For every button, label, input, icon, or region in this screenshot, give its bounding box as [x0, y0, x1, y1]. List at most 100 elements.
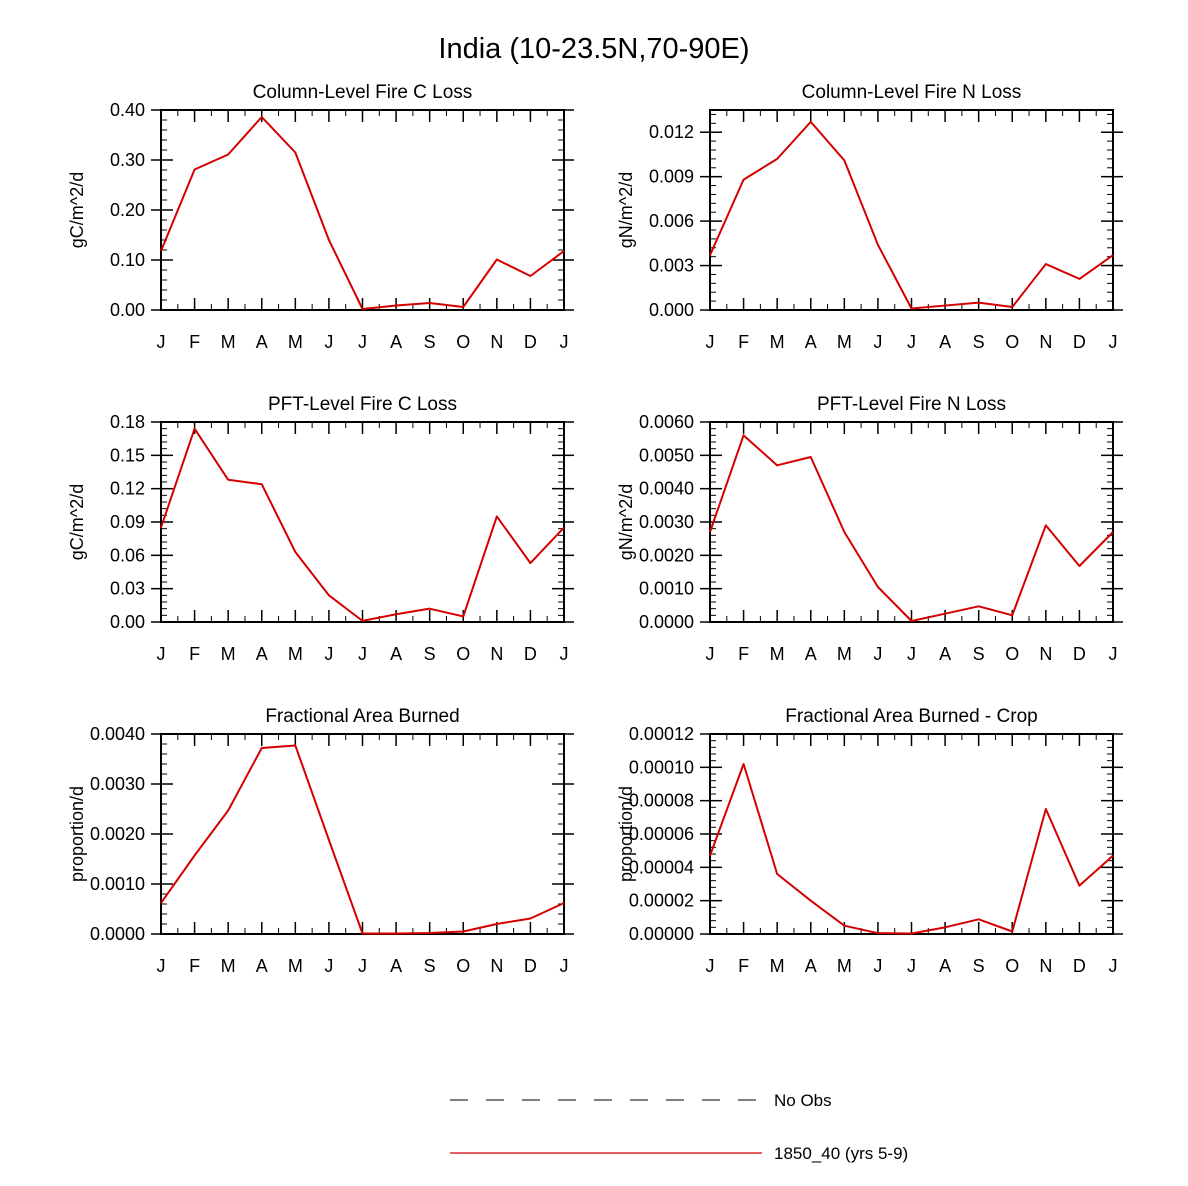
x-tick-label: M [837, 644, 852, 664]
x-tick-label: J [358, 644, 367, 664]
x-tick-label: O [456, 644, 470, 664]
y-tick-label: 0.0000 [639, 612, 694, 632]
x-tick-label: D [524, 332, 537, 352]
panel-title: Fractional Area Burned [265, 706, 459, 727]
x-tick-label: F [738, 332, 749, 352]
series-line [160, 116, 565, 310]
series-line [160, 744, 565, 935]
x-tick-label: A [805, 644, 817, 664]
x-tick-label: J [157, 956, 166, 976]
x-tick-label: J [560, 956, 569, 976]
x-tick-label: D [1073, 956, 1086, 976]
plot-frame [160, 109, 565, 311]
y-tick-label: 0.000 [649, 300, 694, 320]
x-tick-label: A [256, 644, 268, 664]
x-tick-label: J [907, 644, 916, 664]
x-tick-label: A [390, 644, 402, 664]
x-tick-label: M [288, 644, 303, 664]
panel-6: J F M A M J J A S O N D J0.000000.000020.000040.0000… [616, 706, 1123, 976]
plot-frame [709, 109, 1114, 311]
x-tick-label: J [1109, 956, 1118, 976]
x-tick-label: A [390, 332, 402, 352]
x-tick-label: D [524, 956, 537, 976]
x-tick-label: N [1039, 332, 1052, 352]
x-tick-label: S [973, 644, 985, 664]
y-tick-label: 0.0030 [90, 774, 145, 794]
y-tick-label: 0.009 [649, 167, 694, 187]
x-tick-label: M [221, 956, 236, 976]
x-tick-label: N [490, 644, 503, 664]
x-tick-label: S [973, 332, 985, 352]
x-tick-label: J [706, 956, 715, 976]
x-tick-label: J [1109, 644, 1118, 664]
x-tick-label: J [560, 332, 569, 352]
x-tick-label: O [1005, 644, 1019, 664]
y-tick-label: 0.012 [649, 122, 694, 142]
x-tick-label: S [424, 332, 436, 352]
y-tick-label: 0.00004 [629, 857, 694, 877]
y-tick-label: 0.0000 [90, 924, 145, 944]
y-tick-label: 0.00006 [629, 824, 694, 844]
y-tick-label: 0.00 [110, 300, 145, 320]
x-tick-label: N [490, 956, 503, 976]
panel-5: J F M A M J J A S O N D J0.00000.00100.00200.00300.0… [67, 706, 574, 976]
y-tick-label: 0.0060 [639, 412, 694, 432]
x-tick-label: O [1005, 956, 1019, 976]
x-tick-label: F [189, 956, 200, 976]
x-tick-label: F [189, 332, 200, 352]
y-tick-label: 0.03 [110, 579, 145, 599]
x-tick-label: F [189, 644, 200, 664]
figure-title: India (10-23.5N,70-90E) [438, 33, 749, 65]
panel-3: J F M A M J J A S O N D J0.000.030.060.090.120.150.1… [67, 394, 574, 664]
x-tick-label: M [221, 332, 236, 352]
y-axis-label: gC/m^2/d [67, 172, 87, 248]
x-tick-label: J [706, 644, 715, 664]
y-tick-label: 0.18 [110, 412, 145, 432]
y-tick-label: 0.0040 [639, 479, 694, 499]
y-tick-label: 0.10 [110, 250, 145, 270]
y-tick-label: 0.00 [110, 612, 145, 632]
y-tick-label: 0.15 [110, 445, 145, 465]
x-tick-label: A [939, 644, 951, 664]
x-tick-label: J [907, 332, 916, 352]
x-tick-label: A [390, 956, 402, 976]
x-tick-label: J [358, 956, 367, 976]
x-tick-label: O [1005, 332, 1019, 352]
x-tick-label: J [324, 644, 333, 664]
x-tick-label: J [560, 644, 569, 664]
x-tick-label: J [157, 332, 166, 352]
y-tick-label: 0.0010 [90, 874, 145, 894]
y-tick-label: 0.12 [110, 479, 145, 499]
y-tick-label: 0.0040 [90, 724, 145, 744]
panels: J F M A M J J A S O N D J0.000.100.200.300.40Column-… [67, 82, 1123, 976]
x-tick-label: A [939, 956, 951, 976]
y-tick-label: 0.00010 [629, 757, 694, 777]
y-tick-label: 0.0050 [639, 445, 694, 465]
x-tick-label: M [288, 956, 303, 976]
x-tick-label: D [524, 644, 537, 664]
x-tick-label: J [873, 956, 882, 976]
x-tick-label: S [973, 956, 985, 976]
panel-title: PFT-Level Fire C Loss [268, 394, 457, 415]
x-tick-label: F [738, 644, 749, 664]
x-tick-label: J [706, 332, 715, 352]
x-tick-label: S [424, 644, 436, 664]
panel-2: J F M A M J J A S O N D J0.0000.0030.0060.0090.012Co… [616, 82, 1123, 352]
series-line [160, 427, 565, 622]
x-tick-label: S [424, 956, 436, 976]
x-tick-label: M [837, 956, 852, 976]
y-tick-label: 0.00002 [629, 891, 694, 911]
x-tick-label: O [456, 956, 470, 976]
x-tick-label: D [1073, 644, 1086, 664]
panel-title: PFT-Level Fire N Loss [817, 394, 1006, 415]
x-tick-label: O [456, 332, 470, 352]
y-tick-label: 0.0020 [639, 545, 694, 565]
x-tick-label: N [1039, 644, 1052, 664]
series-line [709, 120, 1114, 310]
y-axis-label: gN/m^2/d [616, 172, 636, 248]
y-tick-label: 0.40 [110, 100, 145, 120]
x-tick-label: M [288, 332, 303, 352]
x-tick-label: M [837, 332, 852, 352]
y-tick-label: 0.003 [649, 256, 694, 276]
